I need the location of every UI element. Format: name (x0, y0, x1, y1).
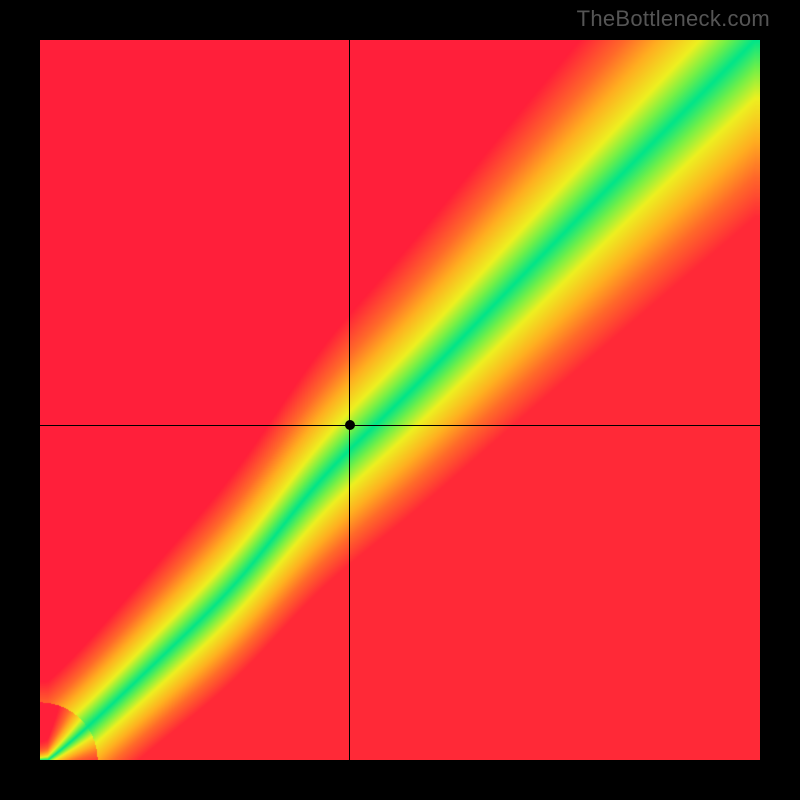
crosshair-vertical (349, 40, 350, 760)
heatmap-canvas (40, 40, 760, 760)
crosshair-horizontal (40, 425, 760, 426)
crosshair-marker (345, 420, 355, 430)
chart-frame: TheBottleneck.com (0, 0, 800, 800)
plot-area (40, 40, 760, 760)
watermark-label: TheBottleneck.com (577, 6, 770, 32)
